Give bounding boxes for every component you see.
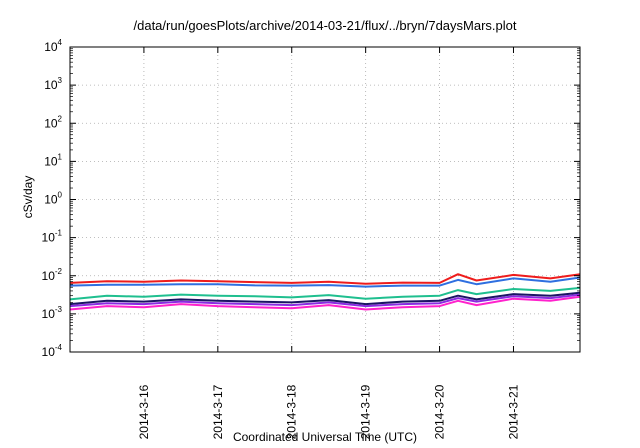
x-tick-label: 2014-3-20: [433, 384, 447, 439]
y-tick-label: 10-2: [42, 267, 63, 283]
y-tick-label: 10-3: [42, 305, 63, 321]
grid: [70, 47, 580, 352]
series-line-purple: [69, 293, 581, 308]
series-line-magenta: [69, 295, 581, 311]
x-tick-label: 2014-3-21: [506, 384, 520, 439]
x-tick-label: 2014-3-19: [359, 384, 373, 439]
y-tick-label: 10-4: [42, 343, 63, 359]
y-tick-label: 103: [44, 76, 62, 92]
series-line-dark-navy: [69, 291, 581, 306]
y-tick-label: 104: [44, 38, 62, 54]
y-tick-label: 101: [44, 152, 62, 168]
x-axis-label: Coordinated Universal Time (UTC): [232, 430, 418, 444]
series-line-blue: [69, 276, 581, 288]
series-line-green: [69, 286, 581, 301]
series-group: [69, 273, 581, 311]
y-tick-label: 102: [44, 114, 62, 130]
x-tick-label: 2014-3-18: [285, 384, 299, 439]
chart-title: /data/run/goesPlots/archive/2014-03-21/f…: [133, 18, 517, 33]
x-tick-label: 2014-3-16: [137, 384, 151, 439]
x-tick-label: 2014-3-17: [211, 384, 225, 439]
y-tick-label: 100: [44, 191, 62, 207]
series-line-red: [69, 273, 581, 285]
y-tick-label: 10-1: [42, 229, 63, 245]
